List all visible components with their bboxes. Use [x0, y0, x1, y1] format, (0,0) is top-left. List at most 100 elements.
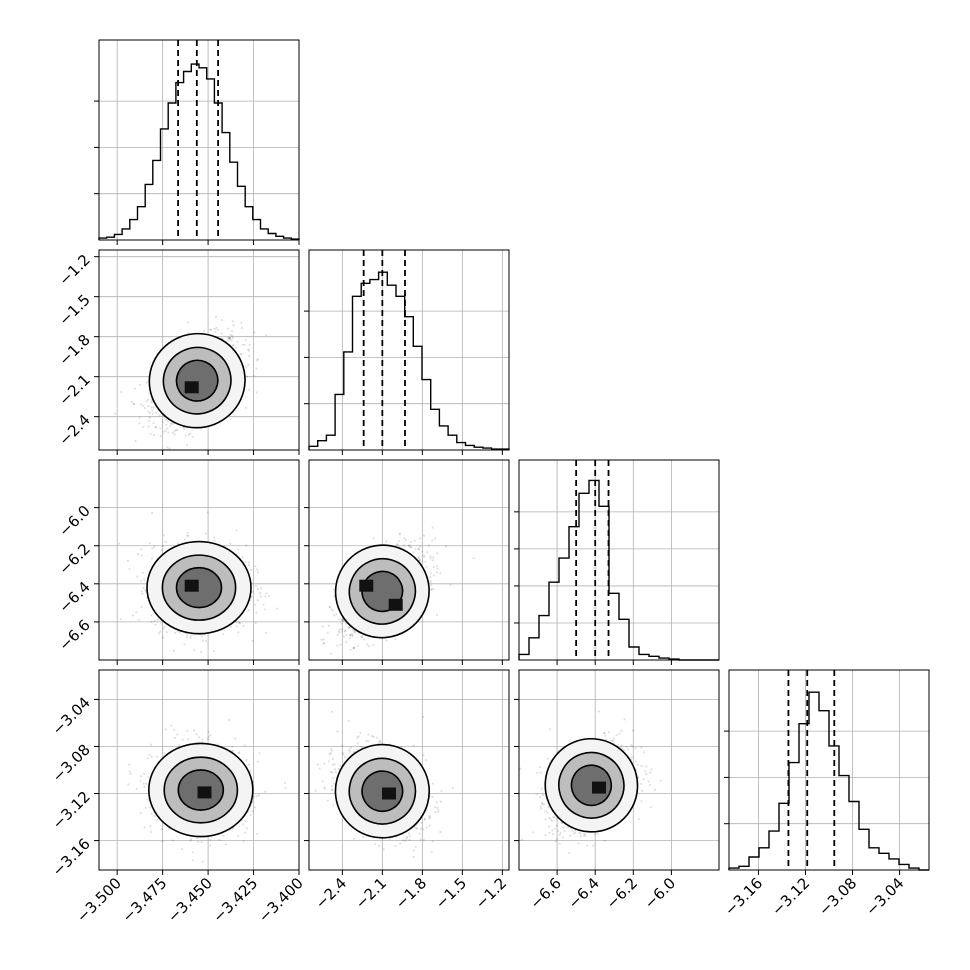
- sample-point: [154, 426, 157, 429]
- sample-point: [251, 590, 254, 593]
- panel-frame: [98, 459, 300, 661]
- sample-point: [421, 550, 424, 553]
- sample-point: [213, 539, 216, 542]
- sample-point: [422, 534, 426, 537]
- sample-point: [259, 595, 263, 598]
- sample-point: [426, 551, 429, 554]
- sample-point: [339, 643, 342, 646]
- sample-point: [204, 639, 208, 643]
- sample-point: [162, 636, 165, 639]
- sample-point: [432, 565, 435, 569]
- sample-point: [352, 630, 355, 633]
- sample-point: [187, 433, 190, 436]
- sample-point: [407, 544, 411, 547]
- sample-point: [398, 532, 401, 535]
- sample-point: [366, 643, 369, 646]
- sample-point: [242, 840, 245, 843]
- sample-point: [140, 554, 143, 557]
- sample-point: [396, 543, 399, 546]
- sample-point: [264, 790, 267, 793]
- sample-point: [134, 440, 137, 443]
- sample-point: [147, 419, 150, 422]
- sample-point: [214, 330, 217, 333]
- sample-point: [214, 315, 218, 318]
- sample-point: [331, 609, 334, 612]
- sample-point: [224, 843, 227, 846]
- sample-point: [147, 425, 150, 428]
- sample-point: [156, 755, 159, 758]
- sample-point: [231, 334, 234, 337]
- sample-point: [161, 421, 165, 424]
- sample-point: [149, 743, 153, 746]
- sample-point: [226, 339, 230, 342]
- sample-point: [327, 624, 330, 627]
- sample-point: [245, 544, 248, 547]
- sample-point: [215, 326, 218, 329]
- sample-point: [128, 770, 131, 773]
- sample-point: [185, 633, 188, 636]
- sample-point: [160, 828, 163, 831]
- sample-point: [129, 772, 132, 775]
- sample-point: [333, 588, 336, 591]
- sample-point: [353, 646, 356, 649]
- sample-point: [256, 599, 259, 602]
- sample-point: [138, 416, 141, 419]
- sample-point: [348, 634, 351, 637]
- sample-point: [213, 536, 216, 539]
- sample-point: [253, 806, 257, 809]
- sample-point: [264, 595, 267, 598]
- sample-point: [147, 398, 150, 401]
- sample-point: [230, 339, 233, 342]
- sample-point: [226, 336, 230, 339]
- sample-point: [162, 627, 165, 630]
- sample-point: [198, 736, 201, 739]
- sample-point: [152, 433, 155, 437]
- sample-point: [151, 409, 154, 412]
- sample-point: [351, 633, 354, 636]
- sample-point: [228, 338, 231, 341]
- sample-point: [234, 346, 237, 349]
- sample-point: [334, 663, 336, 665]
- sample-point: [142, 586, 145, 590]
- sample-point: [196, 840, 199, 843]
- sample-point: [333, 595, 336, 598]
- sample-point: [336, 633, 339, 636]
- sample-point: [186, 534, 189, 537]
- sample-point: [238, 621, 241, 625]
- sample-point: [253, 331, 256, 334]
- scatter-panel-0-3: [99, 670, 299, 870]
- sample-point: [253, 374, 256, 378]
- sample-point: [209, 328, 212, 331]
- sample-point: [329, 652, 332, 655]
- sample-point: [338, 617, 341, 621]
- sample-point: [186, 443, 189, 446]
- sample-point: [228, 718, 231, 722]
- sample-point: [155, 819, 158, 822]
- sample-point: [178, 631, 181, 634]
- sample-point: [164, 540, 167, 544]
- sample-point: [173, 649, 176, 652]
- sample-point: [417, 547, 420, 550]
- sample-point: [142, 425, 145, 429]
- sample-point: [398, 533, 401, 536]
- sample-point: [118, 542, 121, 545]
- sample-point: [322, 638, 325, 641]
- sample-point: [229, 333, 232, 336]
- sample-point: [372, 644, 375, 647]
- sample-point: [350, 633, 353, 636]
- sample-point: [154, 411, 157, 414]
- sample-point: [237, 548, 240, 551]
- sample-point: [408, 544, 411, 547]
- sample-point: [444, 545, 447, 548]
- sample-point: [187, 534, 190, 538]
- sample-point: [255, 391, 258, 394]
- sample-point: [430, 587, 433, 591]
- sample-point: [168, 447, 171, 450]
- sample-point: [232, 324, 235, 327]
- sample-point: [237, 834, 240, 837]
- sample-point: [153, 619, 157, 622]
- sample-point: [171, 431, 174, 434]
- sample-point: [222, 835, 225, 838]
- sample-point: [150, 620, 153, 624]
- sample-point: [201, 639, 204, 642]
